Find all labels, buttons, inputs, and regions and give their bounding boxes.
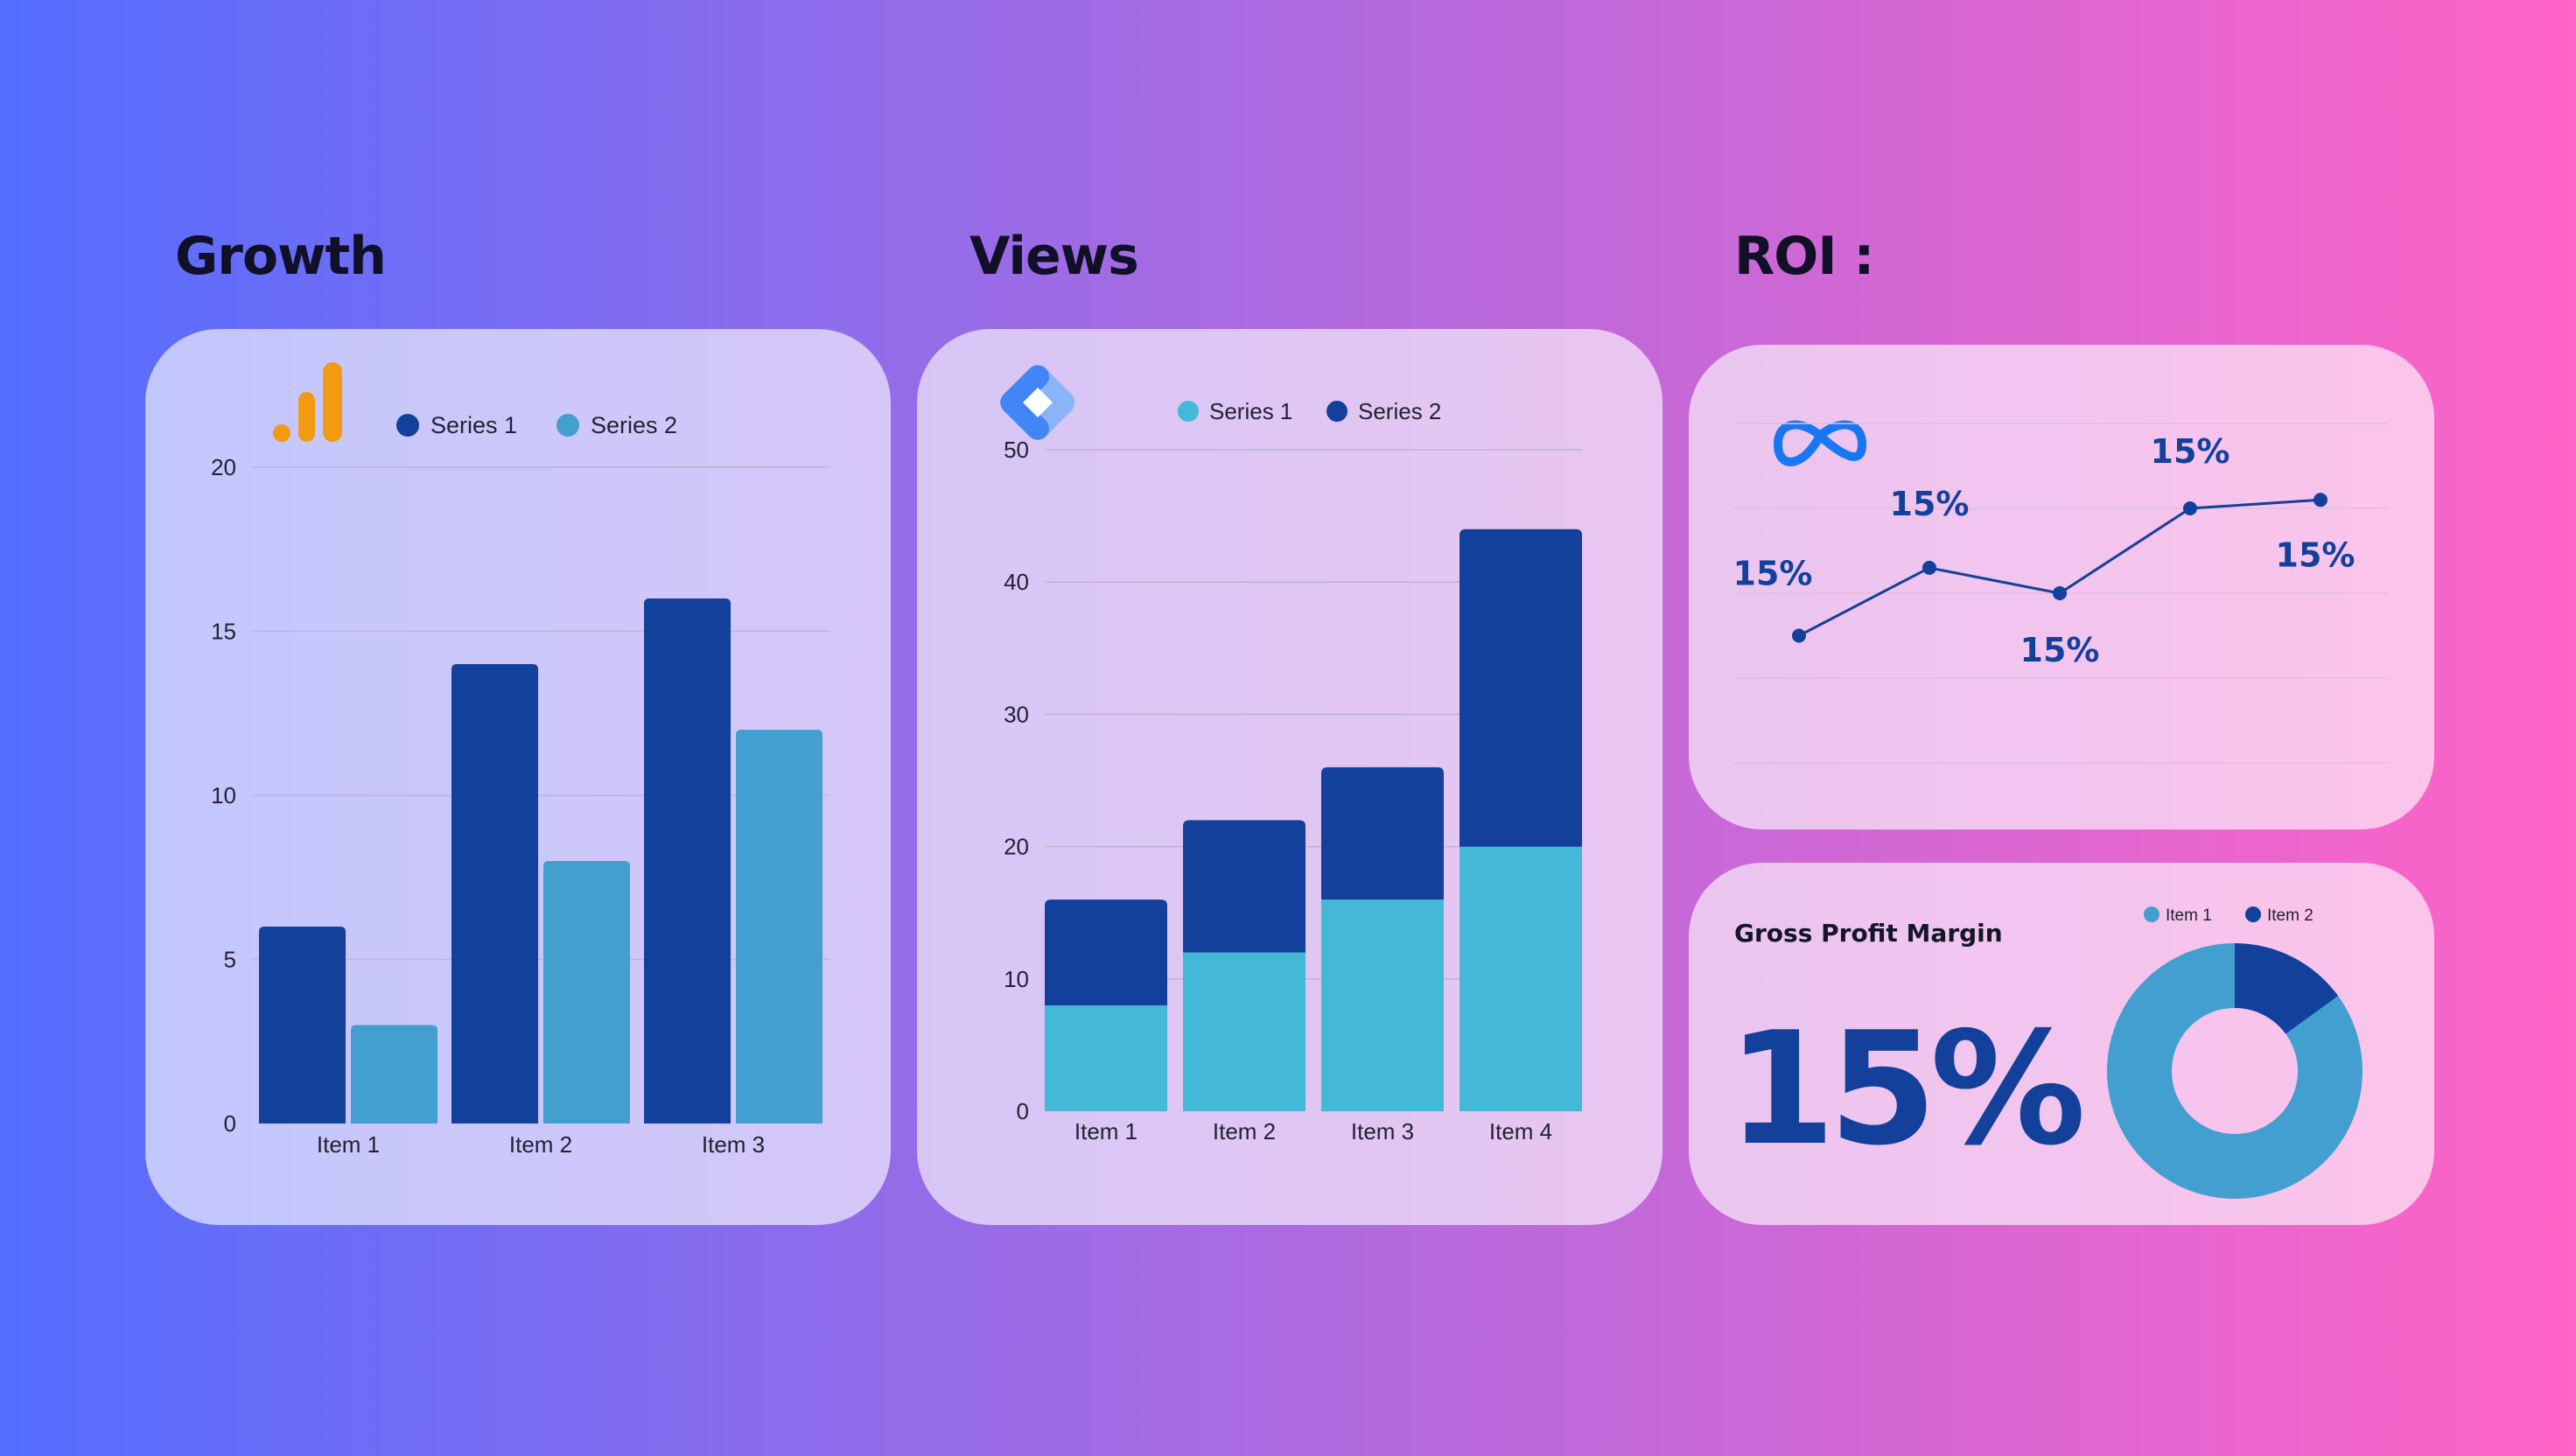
x-tick-label: Item 1 bbox=[1074, 1118, 1138, 1144]
x-tick-label: Item 3 bbox=[702, 1131, 765, 1158]
legend-marker bbox=[556, 414, 579, 437]
y-tick-label: 50 bbox=[1004, 437, 1029, 463]
bar bbox=[452, 664, 538, 1124]
legend-marker bbox=[1326, 401, 1348, 422]
y-tick-label: 10 bbox=[1004, 966, 1029, 992]
donut-slice bbox=[2235, 943, 2339, 1034]
legend-marker bbox=[1178, 401, 1199, 422]
data-point bbox=[1792, 628, 1806, 643]
legend-label: Series 2 bbox=[591, 412, 677, 438]
y-tick-label: 30 bbox=[1004, 701, 1029, 727]
bar-segment bbox=[1321, 766, 1444, 900]
legend-label: Series 1 bbox=[430, 412, 517, 438]
roi-card: 15% 15% 15% 15% 15% bbox=[1689, 345, 2434, 830]
series-line bbox=[1798, 498, 2321, 637]
data-point bbox=[2314, 493, 2328, 508]
growth-bar-chart: Series 1 Series 2 0 5 10 15 20 Item 1 Item 2 Ite… bbox=[211, 362, 830, 1158]
x-tick-label: Item 3 bbox=[1351, 1118, 1414, 1144]
data-point bbox=[1922, 560, 1936, 575]
google-analytics-icon bbox=[273, 362, 342, 442]
y-tick-label: 15 bbox=[211, 619, 236, 645]
legend-label: Series 2 bbox=[1358, 398, 1441, 424]
legend-label: Item 1 bbox=[2166, 906, 2212, 925]
data-label: 15% bbox=[2151, 432, 2230, 471]
bar bbox=[351, 1025, 438, 1124]
y-tick-label: 20 bbox=[1004, 834, 1029, 860]
data-point bbox=[2053, 586, 2067, 600]
bar-segment bbox=[1183, 952, 1306, 1111]
views-stacked-bar-chart: Series 1 Series 2 0 10 20 30 40 50 Item 1 Item 2… bbox=[1000, 365, 1582, 1144]
bar-segment bbox=[1045, 1005, 1167, 1111]
data-label: 15% bbox=[2276, 536, 2356, 574]
data-label: 15% bbox=[2020, 631, 2100, 669]
gross-profit-donut-chart: Item 1 Item 2 bbox=[2107, 906, 2362, 1199]
bar-segment bbox=[1183, 820, 1306, 953]
data-label: 15% bbox=[1733, 555, 1813, 593]
roi-heading: ROI : bbox=[1734, 226, 1874, 287]
growth-heading: Growth bbox=[175, 226, 387, 287]
y-tick-label: 10 bbox=[211, 782, 236, 808]
y-tick-label: 5 bbox=[224, 947, 236, 973]
gross-profit-title: Gross Profit Margin bbox=[1734, 919, 2003, 948]
legend-marker bbox=[2144, 906, 2160, 922]
data-label: 15% bbox=[1890, 485, 1970, 523]
y-tick-label: 20 bbox=[211, 454, 236, 480]
y-tick-label: 40 bbox=[1004, 569, 1029, 595]
bar bbox=[644, 598, 731, 1124]
legend-label: Item 2 bbox=[2267, 906, 2314, 925]
x-tick-label: Item 1 bbox=[317, 1131, 380, 1158]
bar-segment bbox=[1321, 900, 1444, 1111]
y-tick-label: 0 bbox=[224, 1110, 236, 1137]
meta-icon bbox=[1774, 420, 1866, 466]
y-tick-label: 0 bbox=[1017, 1098, 1029, 1124]
bar-segment bbox=[1460, 528, 1582, 847]
x-tick-label: Item 2 bbox=[509, 1131, 572, 1158]
bar-segment bbox=[1045, 900, 1167, 1006]
donut-slice bbox=[2107, 943, 2362, 1199]
bar bbox=[543, 861, 630, 1124]
gross-profit-value: 15% bbox=[1727, 998, 2086, 1180]
x-tick-label: Item 2 bbox=[1213, 1118, 1276, 1144]
roi-line-chart: 15% 15% 15% 15% 15% bbox=[1733, 420, 2389, 764]
google-tag-manager-icon bbox=[1000, 365, 1075, 440]
views-card: Series 1 Series 2 0 10 20 30 40 50 Item 1 Item 2… bbox=[917, 329, 1662, 1225]
bar-segment bbox=[1460, 846, 1582, 1111]
bar bbox=[736, 730, 822, 1124]
legend-marker bbox=[396, 414, 419, 437]
bar bbox=[259, 927, 346, 1124]
legend-marker bbox=[2245, 906, 2261, 922]
x-tick-label: Item 4 bbox=[1489, 1118, 1552, 1144]
gross-profit-card: Gross Profit Margin 15% Item 1 Item 2 bbox=[1689, 863, 2434, 1225]
views-heading: Views bbox=[970, 226, 1139, 287]
legend-label: Series 1 bbox=[1209, 398, 1292, 424]
growth-card: Series 1 Series 2 0 5 10 15 20 Item 1 Item 2 Ite… bbox=[145, 329, 891, 1225]
data-point bbox=[2183, 501, 2197, 515]
